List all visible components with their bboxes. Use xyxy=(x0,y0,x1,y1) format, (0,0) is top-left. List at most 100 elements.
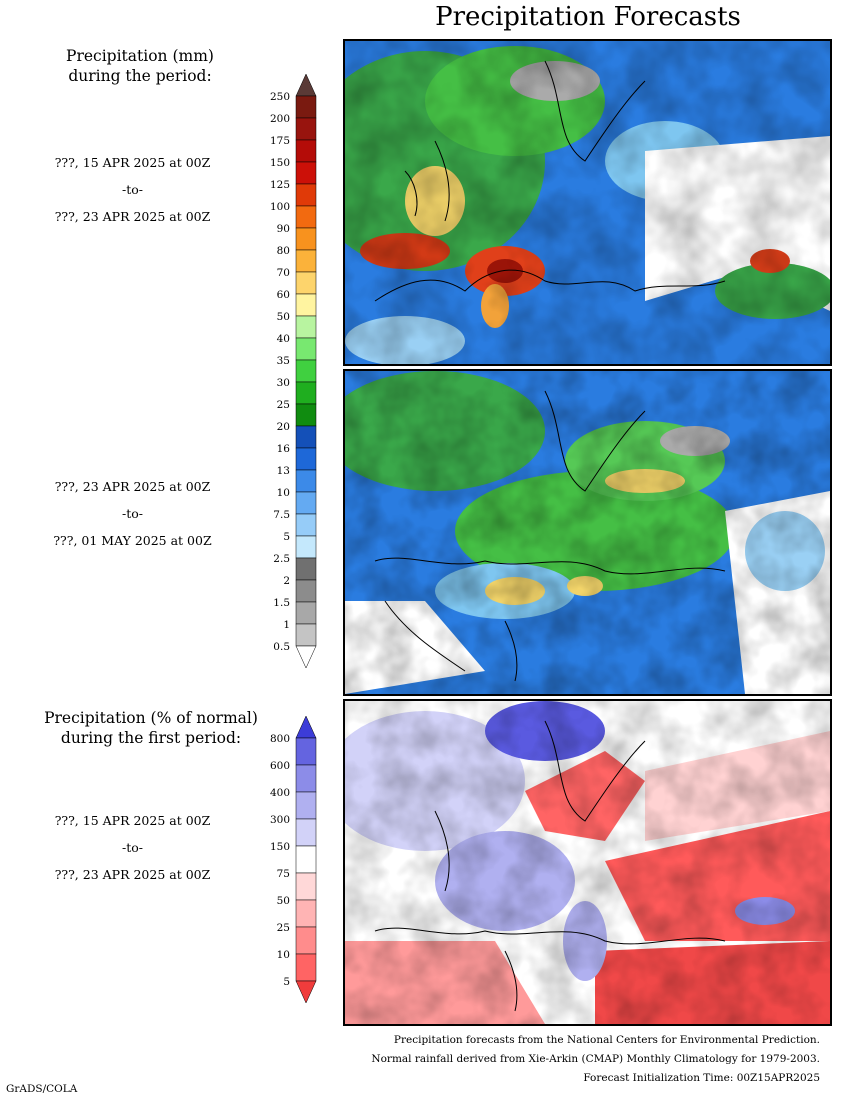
mm-scale-top-arrow xyxy=(295,73,317,97)
mm-scale-tick-label: 150 xyxy=(270,157,290,169)
footer-line-3: Forecast Initialization Time: 00Z15APR20… xyxy=(583,1072,820,1084)
mm-scale-tick-label: 30 xyxy=(277,377,290,389)
pct-scale-tick-label: 5 xyxy=(283,976,290,988)
period-2-end: ???, 01 MAY 2025 at 00Z xyxy=(53,533,212,548)
pct-scale-tick-label: 50 xyxy=(277,895,290,907)
mm-scale-swatch xyxy=(295,425,317,449)
mm-scale-tick-label: 7.5 xyxy=(273,509,290,521)
pct-scale-bottom-arrow xyxy=(295,980,317,1004)
mm-scale-swatch xyxy=(295,579,317,603)
pct-heading: Precipitation (% of normal) during the f… xyxy=(35,708,267,748)
mm-scale-tick-label: 125 xyxy=(270,179,290,191)
mm-scale-swatch xyxy=(295,601,317,625)
mm-scale-tick-label: 2 xyxy=(283,575,290,587)
mm-scale-swatch xyxy=(295,205,317,229)
pct-scale-swatch xyxy=(295,845,317,874)
mm-scale-swatch xyxy=(295,623,317,647)
footer-notes: Precipitation forecasts from the Nationa… xyxy=(371,1031,820,1088)
mm-scale-tick-label: 250 xyxy=(270,91,290,103)
period-1-start: ???, 15 APR 2025 at 00Z xyxy=(54,155,211,170)
mm-scale-tick-label: 60 xyxy=(277,289,290,301)
mm-scale-tick-label: 5 xyxy=(283,531,290,543)
mm-scale-tick-label: 40 xyxy=(277,333,290,345)
mm-scale-swatch xyxy=(295,513,317,537)
pct-scale-tick-label: 150 xyxy=(270,841,290,853)
mm-scale-swatch xyxy=(295,117,317,141)
mm-scale-swatch xyxy=(295,183,317,207)
period-1-end: ???, 23 APR 2025 at 00Z xyxy=(54,209,211,224)
mm-scale-tick-label: 1.5 xyxy=(273,597,290,609)
pct-scale-swatch xyxy=(295,953,317,982)
mm-scale-tick-label: 80 xyxy=(277,245,290,257)
mm-scale-tick-label: 10 xyxy=(277,487,290,499)
mm-scale-swatch xyxy=(295,95,317,119)
mm-scale-tick-label: 200 xyxy=(270,113,290,125)
period-2: ???, 23 APR 2025 at 00Z -to- ???, 01 MAY… xyxy=(30,479,235,548)
mm-scale-swatch xyxy=(295,271,317,295)
period-1: ???, 15 APR 2025 at 00Z -to- ???, 23 APR… xyxy=(30,155,235,224)
pct-scale-top-arrow xyxy=(295,715,317,739)
mm-scale-tick-label: 2.5 xyxy=(273,553,290,565)
map-period2 xyxy=(345,371,830,694)
mm-heading: Precipitation (mm) during the period: xyxy=(35,46,245,86)
pct-scale-tick-label: 75 xyxy=(277,868,290,880)
mm-scale-swatch xyxy=(295,161,317,185)
pct-scale-tick-label: 400 xyxy=(270,787,290,799)
pct-scale-tick-label: 800 xyxy=(270,733,290,745)
mm-scale-tick-label: 90 xyxy=(277,223,290,235)
mm-scale-tick-label: 13 xyxy=(277,465,290,477)
page-title: Precipitation Forecasts xyxy=(435,2,741,32)
pct-scale-swatch xyxy=(295,818,317,847)
map-panel-period1 xyxy=(343,39,832,366)
mm-scale-tick-label: 70 xyxy=(277,267,290,279)
pct-scale-swatch xyxy=(295,764,317,793)
mm-scale-tick-label: 175 xyxy=(270,135,290,147)
map-panel-period2 xyxy=(343,369,832,696)
mm-scale-tick-label: 100 xyxy=(270,201,290,213)
period-3-start: ???, 15 APR 2025 at 00Z xyxy=(54,813,211,828)
mm-scale-swatch xyxy=(295,227,317,251)
footer-line-2: Normal rainfall derived from Xie-Arkin (… xyxy=(371,1053,820,1065)
mm-scale-swatch xyxy=(295,337,317,361)
mm-scale-swatch xyxy=(295,535,317,559)
period-2-start: ???, 23 APR 2025 at 00Z xyxy=(54,479,211,494)
mm-scale-tick-label: 16 xyxy=(277,443,291,455)
grads-credit: GrADS/COLA xyxy=(6,1083,78,1095)
pct-scale-swatch xyxy=(295,791,317,820)
mm-scale-swatch xyxy=(295,139,317,163)
mm-scale-tick-label: 35 xyxy=(277,355,290,367)
mm-scale-swatch xyxy=(295,557,317,581)
period-3-end: ???, 23 APR 2025 at 00Z xyxy=(54,867,211,882)
pct-scale-swatch xyxy=(295,926,317,955)
pct-scale-swatch xyxy=(295,899,317,928)
mm-scale-tick-label: 1 xyxy=(283,619,290,631)
pct-scale-tick-label: 25 xyxy=(277,922,290,934)
mm-scale-swatch xyxy=(295,359,317,383)
footer-line-1: Precipitation forecasts from the Nationa… xyxy=(393,1034,820,1046)
mm-scale-swatch xyxy=(295,469,317,493)
map-panel-percent xyxy=(343,699,832,1026)
mm-heading-line1: Precipitation (mm) xyxy=(66,47,214,65)
mm-scale-tick-label: 25 xyxy=(277,399,290,411)
pct-scale-swatch xyxy=(295,737,317,766)
period-1-to: -to- xyxy=(122,182,143,197)
mm-scale-tick-label: 50 xyxy=(277,311,290,323)
pct-heading-line1: Precipitation (% of normal) xyxy=(44,709,258,727)
pct-scale-tick-label: 300 xyxy=(270,814,290,826)
mm-colorbar: 2502001751501251009080706050403530252016… xyxy=(270,73,317,669)
period-3-to: -to- xyxy=(122,840,143,855)
mm-scale-swatch xyxy=(295,249,317,273)
mm-scale-swatch xyxy=(295,315,317,339)
mm-scale-tick-label: 20 xyxy=(277,421,290,433)
pct-scale-tick-label: 600 xyxy=(270,760,290,772)
mm-scale-swatch xyxy=(295,447,317,471)
mm-scale-bottom-arrow xyxy=(295,645,317,669)
mm-scale-swatch xyxy=(295,381,317,405)
pct-scale-swatch xyxy=(295,872,317,901)
pct-colorbar: 800 600 400 300 150 75 50 25 10 5 xyxy=(270,715,317,1004)
mm-scale-swatch xyxy=(295,293,317,317)
period-2-to: -to- xyxy=(122,506,143,521)
mm-heading-line2: during the period: xyxy=(68,67,212,85)
pct-heading-line2: during the first period: xyxy=(60,729,242,747)
mm-scale-tick-label: 0.5 xyxy=(273,641,290,653)
